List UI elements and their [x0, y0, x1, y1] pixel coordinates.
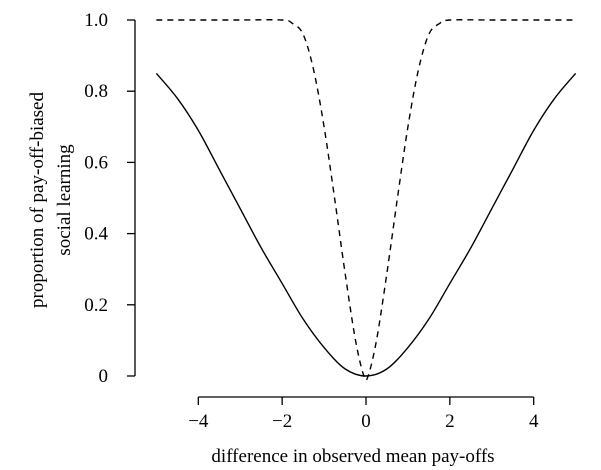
y-tick-label: 0: [99, 366, 109, 387]
y-tick-label: 0.8: [84, 81, 108, 102]
y-axis-title-line-2: social learning: [54, 144, 75, 256]
y-tick-label: 0.4: [84, 224, 108, 245]
y-tick-label: 1.0: [84, 10, 108, 31]
x-tick-label: 2: [445, 411, 455, 432]
chart-axes: [134, 20, 534, 398]
chart-ticks: −4 −2 0 2 4 0 0.2 0.4 0.6 0.8 1.0: [84, 10, 539, 432]
chart-series: [155, 19, 577, 382]
x-axis-title: difference in observed mean pay-offs: [211, 446, 494, 467]
dashed-series-line: [156, 19, 576, 382]
y-tick-label: 0.6: [84, 152, 108, 173]
y-tick-label: 0.2: [84, 295, 108, 316]
x-tick-label: 4: [529, 411, 539, 432]
y-axis-title-line-1: proportion of pay-off-biased: [27, 92, 48, 308]
x-tick-label: 0: [361, 411, 371, 432]
chart-axis-titles: difference in observed mean pay-offs pro…: [27, 92, 495, 467]
solid-series-line: [155, 72, 577, 377]
x-tick-label: −4: [188, 411, 209, 432]
x-tick-label: −2: [272, 411, 292, 432]
